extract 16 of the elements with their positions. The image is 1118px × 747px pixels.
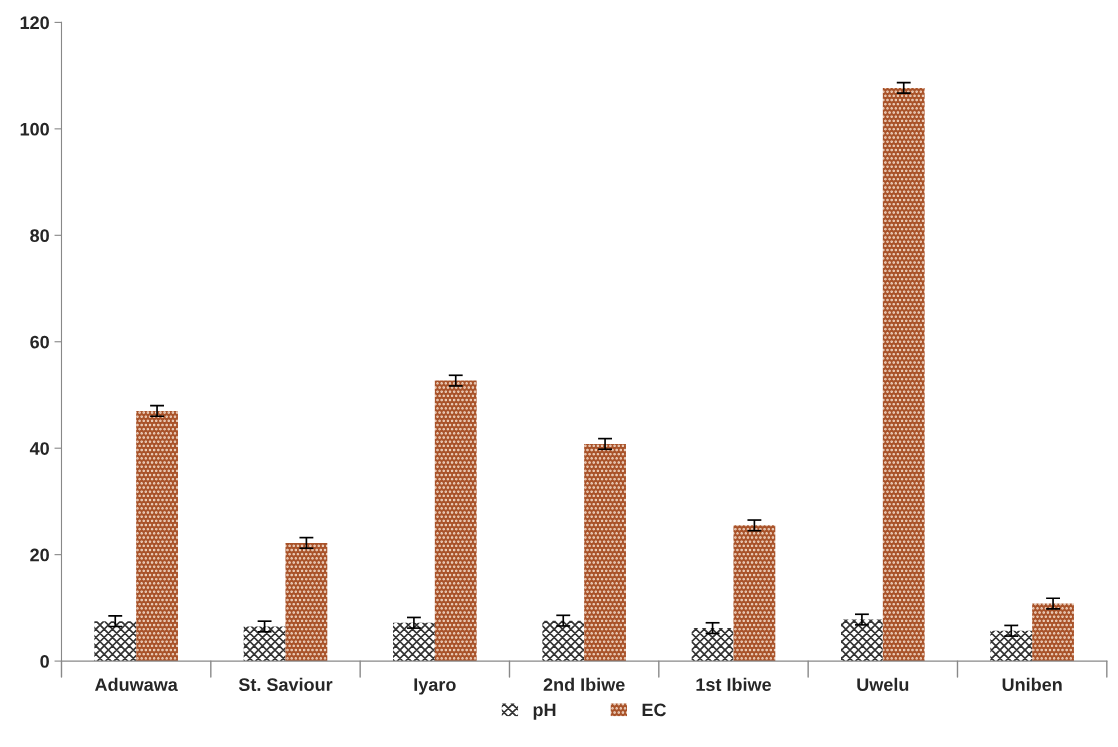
x-tick-label: Uniben <box>1002 677 1062 692</box>
y-tick-label: 60 <box>30 335 49 349</box>
y-tick-label: 120 <box>20 16 49 30</box>
y-tick-label: 40 <box>29 442 49 455</box>
legend-label: pH <box>533 703 556 720</box>
x-tick-label: 1st Ibiwe <box>696 677 771 692</box>
x-tick-label: Uwelu <box>857 677 909 692</box>
x-tick-label: St. Saviour <box>238 677 333 692</box>
legend-label: EC <box>642 703 667 717</box>
x-tick-label: 2nd Ibiwe <box>543 677 625 692</box>
x-tick-label: Iyaro <box>414 678 456 695</box>
y-tick-label: 80 <box>30 229 49 243</box>
x-tick-label: Aduwawa <box>94 677 178 692</box>
y-tick-label: 100 <box>20 122 49 136</box>
y-tick-label: 0 <box>40 655 49 668</box>
y-tick-label: 20 <box>30 548 49 562</box>
